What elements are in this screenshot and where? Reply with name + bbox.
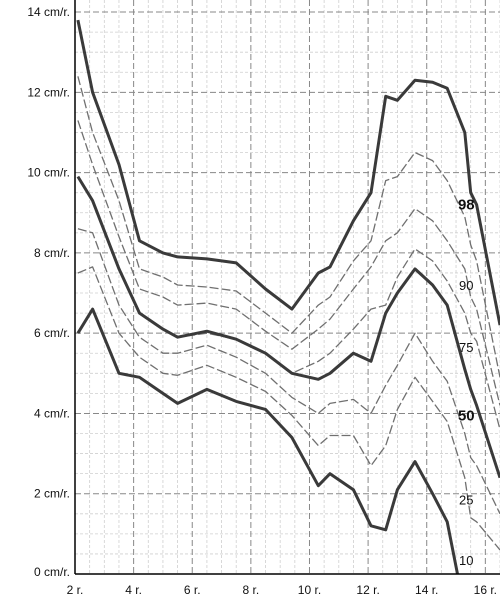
- y-tick-labels: 0 cm/r. 2 cm/r. 4 cm/r. 6 cm/r. 8 cm/r. 10 cm…: [27, 5, 70, 579]
- percentile-label-25: 25: [459, 493, 473, 508]
- x-tick-label: 2 r.: [67, 583, 84, 597]
- y-tick-label: 2 cm/r.: [34, 487, 70, 501]
- x-tick-label: 14 r.: [415, 583, 438, 597]
- percentile-line: [77, 228, 500, 515]
- x-tick-label: 12 r.: [356, 583, 379, 597]
- percentile-label-75: 75: [459, 340, 473, 355]
- y-tick-label: 12 cm/r.: [27, 85, 70, 99]
- percentile-label-50: 50: [458, 407, 475, 424]
- y-tick-label: 4 cm/r.: [34, 406, 70, 420]
- series-labels: 98 90 75 50 25 10: [458, 197, 475, 568]
- minor-grid: [75, 0, 500, 574]
- percentile-line-50: [76, 175, 500, 479]
- percentile-line-90: [77, 76, 500, 378]
- percentile-label-90: 90: [459, 278, 473, 293]
- y-tick-label: 14 cm/r.: [27, 5, 70, 19]
- x-tick-label: 16 r.: [474, 583, 497, 597]
- percentile-label-98: 98: [458, 197, 475, 214]
- y-tick-label: 0 cm/r.: [34, 565, 70, 579]
- x-tick-label: 4 r.: [125, 583, 142, 597]
- percentile-line-98: [76, 19, 500, 326]
- plot-background: [75, 0, 500, 574]
- percentile-line-25: [77, 266, 500, 551]
- y-tick-label: 10 cm/r.: [27, 166, 70, 180]
- y-tick-label: 6 cm/r.: [34, 326, 70, 340]
- series-layer: [76, 19, 500, 575]
- percentile-line: [77, 120, 500, 406]
- x-tick-label: 10 r.: [298, 583, 321, 597]
- x-tick-label: 8 r.: [243, 583, 260, 597]
- x-tick-labels: 2 r. 4 r. 6 r. 8 r. 10 r. 12 r. 14 r. 16 r.: [67, 583, 497, 597]
- percentile-line-10: [76, 307, 459, 575]
- percentile-label-10: 10: [459, 553, 473, 568]
- x-tick-label: 6 r.: [184, 583, 201, 597]
- axes: [74, 0, 500, 575]
- y-tick-label: 8 cm/r.: [34, 246, 70, 260]
